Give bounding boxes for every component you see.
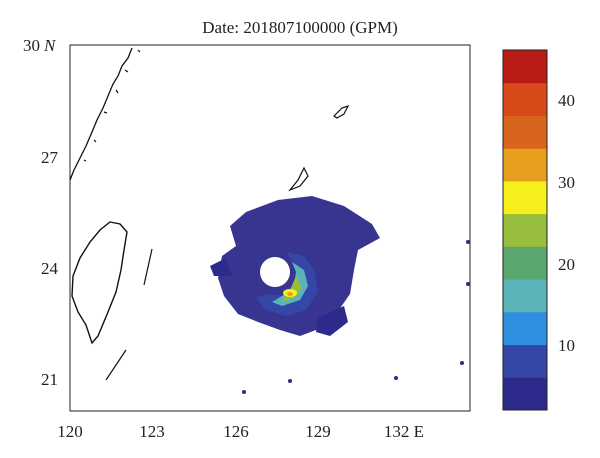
colorbar-band: [503, 50, 547, 84]
y-tick-suffix: N: [43, 36, 57, 55]
colorbar-frame: [502, 49, 548, 411]
island-okinawa: [288, 166, 309, 192]
colorbar-band: [503, 344, 547, 378]
island-amami: [333, 104, 350, 119]
colorbar-tick-label: 20: [558, 255, 575, 274]
coastline-taiwan: [71, 221, 128, 345]
swath-edge-line: [105, 349, 127, 381]
colorbar-band: [503, 148, 547, 182]
coastline-china: [69, 47, 133, 181]
y-axis: 30 N 27 24 21: [23, 36, 59, 389]
colorbar-band: [503, 213, 547, 247]
y-tick-label: 24: [41, 259, 59, 278]
precip-field: [210, 196, 380, 336]
y-tick-label: 27: [41, 148, 59, 167]
inner-band: [256, 252, 318, 316]
colorbar-band: [503, 115, 547, 149]
x-tick-label: 129: [305, 422, 331, 441]
colorbar-band: [503, 246, 547, 280]
colorbar-band: [503, 279, 547, 313]
west-arm: [210, 258, 232, 276]
chart-title: Date: 201807100000 (GPM): [202, 18, 398, 37]
x-tick-label: 120: [57, 422, 83, 441]
rain-core-max: [287, 292, 293, 296]
colorbar-band: [503, 180, 547, 215]
band-moderate: [272, 262, 308, 306]
south-tail: [316, 306, 348, 336]
colorbar-tick-label: 30: [558, 173, 575, 192]
colorbar-band: [503, 311, 547, 346]
swath-edge-line: [143, 248, 153, 286]
scattered-pixels: [242, 240, 470, 394]
colorbar-band: [503, 82, 547, 116]
x-axis: 120 123 126 129 132 E: [57, 422, 424, 441]
colorbar: 10 20 30 40: [502, 49, 575, 411]
x-tick-label: 123: [139, 422, 165, 441]
colorbar-band: [503, 377, 547, 411]
y-tick-label: 21: [41, 370, 58, 389]
y-tick-label: 30: [23, 36, 40, 55]
x-tick-label: 126: [223, 422, 249, 441]
coastline-china-islands: [83, 49, 141, 162]
colorbar-tick-label: 10: [558, 336, 575, 355]
x-tick-label: 132 E: [384, 422, 424, 441]
typhoon-eye: [260, 257, 290, 287]
colorbar-tick-label: 40: [558, 91, 575, 110]
